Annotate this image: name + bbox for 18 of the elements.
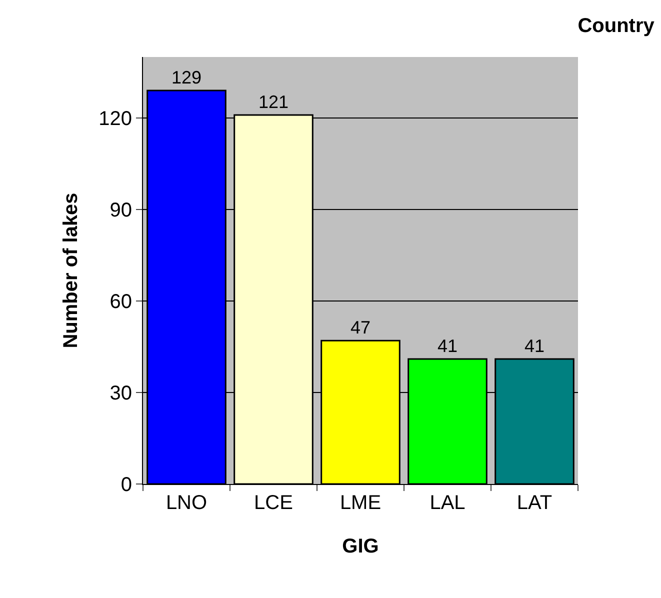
x-axis-title: GIG (342, 536, 379, 558)
data-label: 129 (171, 68, 202, 88)
data-label: 41 (524, 336, 545, 356)
x-tick-label: LNO (166, 492, 208, 514)
y-tick-label: 90 (110, 200, 132, 222)
x-tick-label: LME (340, 492, 382, 514)
y-tick-label: 60 (110, 291, 132, 313)
x-tick-label: LAL (430, 492, 466, 514)
y-tick-label: 30 (110, 382, 132, 404)
x-tick-label: LCE (254, 492, 293, 514)
y-axis-title: Number of lakes (60, 192, 82, 348)
y-tick-label: 0 (120, 474, 132, 496)
chart-title: Country (578, 14, 656, 37)
data-label: 121 (258, 92, 289, 112)
x-tick-label: LAT (516, 492, 552, 514)
data-label: 41 (437, 336, 458, 356)
y-tick-label: 120 (98, 108, 132, 130)
data-label: 47 (350, 318, 371, 338)
